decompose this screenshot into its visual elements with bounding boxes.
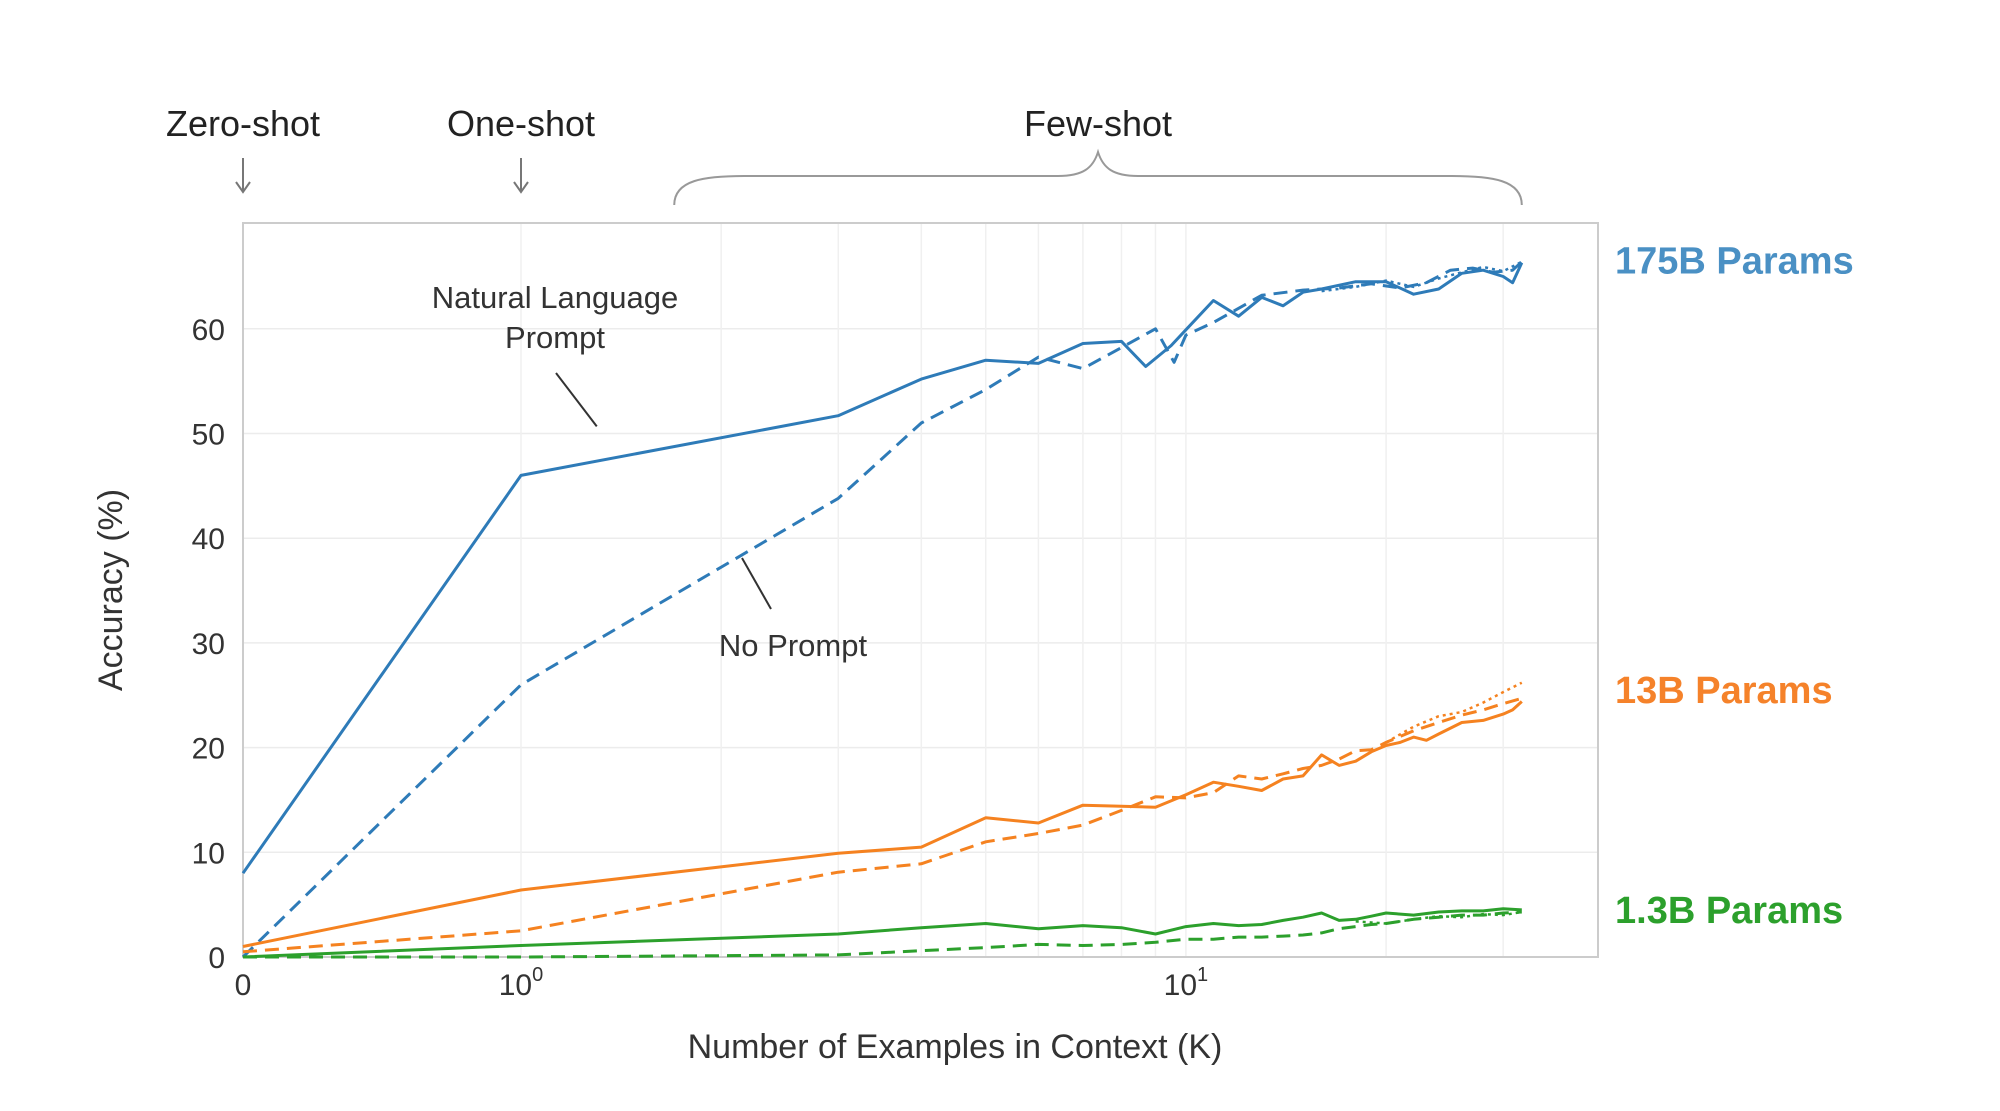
series-line-175b-params-dotted — [1321, 260, 1523, 293]
model-labels: 175B Params 13B Params 1.3B Params — [1615, 241, 1854, 932]
annotation-leader-line — [555, 372, 598, 427]
y-tick-label: 10 — [192, 837, 225, 870]
y-tick-label: 20 — [192, 733, 225, 766]
regime-arrow-icon — [513, 158, 529, 194]
model-label: 1.3B Params — [1615, 890, 1843, 932]
series-layer — [241, 260, 1524, 959]
x-tick-exponent: 1 — [1197, 964, 1208, 986]
regime-arrow-icon — [235, 158, 251, 194]
annotation-natural-language-prompt: Natural Language Prompt — [432, 280, 678, 355]
regime-label: Few-shot — [1024, 103, 1172, 144]
annotations: Natural Language Prompt No Prompt — [432, 280, 868, 663]
plot-frame — [242, 222, 1599, 958]
y-tick-label: 50 — [192, 419, 225, 452]
y-tick-label: 0 — [208, 942, 225, 975]
series-line-13b-params-dashed — [242, 696, 1523, 954]
regime-brace — [673, 148, 1523, 206]
annotation-no-prompt: No Prompt — [719, 628, 868, 663]
regime-label: One-shot — [447, 103, 595, 144]
y-tick-label: 40 — [192, 523, 225, 556]
x-tick-label: 100 — [499, 964, 544, 1002]
grid — [243, 223, 1598, 957]
annotation-line: Natural Language — [432, 280, 678, 315]
regime-labels: Zero-shot One-shot Few-shot — [166, 103, 1523, 206]
series-line-1-3b-params-dotted — [1355, 910, 1523, 925]
x-tick-label: 0 — [235, 969, 252, 1002]
annotation-line: Prompt — [505, 320, 605, 355]
model-label: 13B Params — [1615, 670, 1833, 712]
y-tick-label: 60 — [192, 314, 225, 347]
series-line-13b-params-solid — [242, 700, 1523, 948]
series-line-13b-params-dotted — [1385, 681, 1523, 744]
regime-label: Zero-shot — [166, 103, 320, 144]
series-line-1-3b-params-solid — [242, 907, 1522, 959]
series-line-175b-params-dashed — [241, 260, 1523, 959]
x-tick-label: 101 — [1164, 964, 1209, 1002]
model-label: 175B Params — [1615, 241, 1854, 283]
y-tick-label: 30 — [192, 628, 225, 661]
series-line-175b-params-solid — [241, 262, 1524, 875]
x-tick-exponent: 0 — [532, 964, 543, 986]
y-axis-title: Accuracy (%) — [92, 489, 130, 691]
annotation-leader-line — [741, 557, 772, 610]
x-axis-title: Number of Examples in Context (K) — [688, 1028, 1223, 1066]
